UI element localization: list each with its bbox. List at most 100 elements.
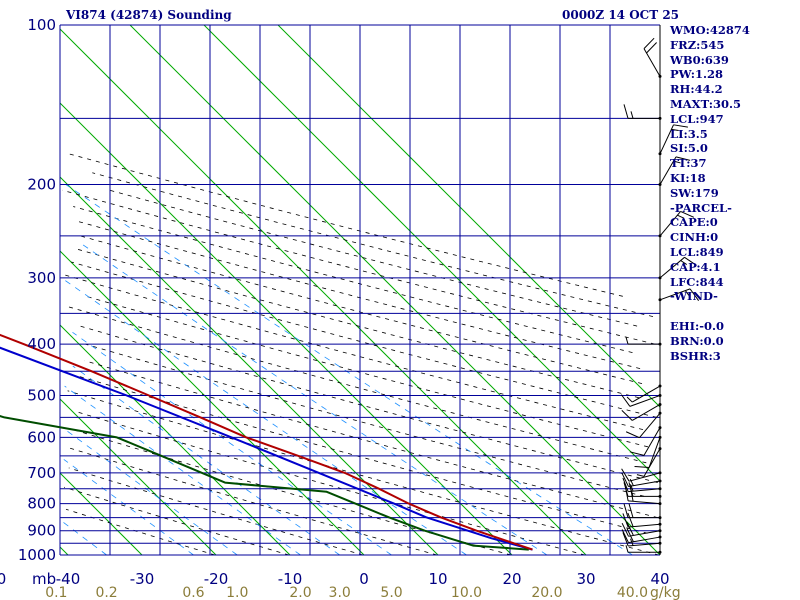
temperature-tick-label: 10 (428, 570, 447, 588)
isotherm-line (59, 472, 143, 556)
wind-barb (620, 393, 662, 407)
wind-barb (621, 468, 662, 482)
wind-barb-feather (634, 465, 650, 468)
wind-barb-staff (643, 427, 661, 456)
chart-title: VI874 (42874) Sounding (66, 8, 232, 22)
wind-barb-root (658, 234, 662, 238)
wind-barb-feather (623, 482, 629, 497)
wind-barb-root (658, 471, 662, 475)
wind-barb-root (658, 298, 662, 302)
mixing-ratio-line (64, 385, 301, 556)
sounding-index-item: SI:5.0 (670, 141, 708, 156)
wind-barb-feather (630, 111, 634, 119)
dry-adiabat-line (65, 446, 438, 556)
wind-barb-staff (659, 211, 681, 237)
sounding-index-item: MAXT:30.5 (670, 96, 741, 111)
wind-barb-root (658, 516, 662, 520)
wind-barb-feather (643, 37, 655, 49)
wind-barb (622, 477, 662, 493)
sounding-index-item: LI:3.5 (670, 126, 708, 141)
sounding-index-item: CAP:4.1 (670, 259, 721, 274)
wind-barb-root (658, 276, 662, 280)
pressure-tick-label: 100 (27, 16, 56, 34)
wind-barb-feather (626, 522, 634, 536)
wind-barb-staff (648, 437, 661, 468)
pressure-tick-label: 300 (27, 269, 56, 287)
dry-adiabat-line (80, 235, 643, 384)
wind-barb-root (658, 116, 662, 120)
pressure-tick-label: 900 (27, 522, 56, 540)
wind-barb-feather (625, 336, 629, 345)
wind-barb-feather (622, 532, 629, 547)
mixing-ratio-line (65, 184, 633, 556)
dry-adiabat-line (71, 261, 657, 418)
wind-barb-root (658, 529, 662, 533)
isotherm-line (59, 546, 69, 556)
wind-barb (658, 210, 695, 238)
mixing-ratio-unit: g/kg (650, 585, 681, 600)
wind-barb (623, 482, 662, 498)
wind-barb-feather (673, 124, 688, 128)
pressure-tick-label: 800 (27, 495, 56, 513)
wind-barb-root (658, 479, 662, 483)
temperature-tick-label: 20 (502, 570, 521, 588)
wind-barbs (620, 25, 700, 555)
wind-barb-feather (684, 256, 697, 266)
wind-barb (621, 402, 662, 421)
wind-barb-root (658, 494, 662, 498)
temperature-tick-label: -50 (0, 570, 6, 588)
wind-barb-feather (620, 394, 631, 407)
sounding-index-item: KI:18 (670, 170, 706, 185)
dry-adiabat-line (109, 189, 638, 327)
sounding-index-item (670, 304, 750, 319)
mixing-ratio-line (63, 459, 194, 556)
wind-barb (629, 426, 662, 456)
wind-barb-root (658, 342, 662, 346)
wind-barb-feather (621, 473, 629, 487)
wind-barb (622, 512, 662, 528)
wind-barb-feather (646, 42, 657, 54)
wind-barb-staff (628, 480, 661, 488)
wind-barb-staff (632, 385, 661, 403)
isotherm-line (59, 398, 217, 556)
sounding-index-item: WMO:42874 (670, 23, 750, 37)
mixing-ratio-label: 20.0 (531, 585, 562, 600)
pressure-tick-label: 1000 (18, 546, 56, 564)
sounding-index-item: EHI:-0.0 (670, 318, 725, 333)
wind-barb-staff (659, 288, 691, 301)
sounding-index-item: TT:37 (670, 156, 707, 171)
sounding-index-item: LCL:947 (670, 111, 724, 126)
wind-barb-feather (622, 477, 629, 492)
mixing-ratio-line (72, 331, 392, 556)
wind-barb-root (658, 487, 662, 491)
wind-barb (658, 288, 700, 302)
wind-barb-staff (632, 404, 661, 421)
dry-adiabat-line (68, 153, 623, 297)
sounding-index-item: BSHR:3 (670, 348, 721, 363)
dry-adiabat-line (63, 486, 290, 556)
isotherm-line (59, 102, 513, 556)
pressure-tick-label: 400 (27, 335, 56, 353)
wind-barb-feather (626, 528, 634, 542)
wind-barb (658, 156, 691, 187)
dry-adiabat-line (92, 172, 654, 317)
wind-barb-feather (629, 478, 634, 486)
wind-barb-staff (628, 500, 661, 505)
isotherm-line (203, 24, 661, 482)
wind-barb-feather (621, 468, 630, 482)
wind-barb (621, 473, 662, 488)
isotherm-line (59, 250, 365, 556)
temperature-tick-label: -30 (130, 570, 155, 588)
sounding-index-item: FRZ:545 (670, 37, 725, 52)
wind-barb-root (658, 183, 662, 187)
wind-barb-root (658, 447, 662, 451)
mixing-ratio-label: 2.0 (289, 585, 311, 600)
mixing-ratio-line (82, 244, 548, 556)
wind-barb-feather (628, 503, 634, 518)
mixing-ratio-label: 3.0 (329, 585, 351, 600)
temperature-tick-label: 30 (576, 570, 595, 588)
sounding-profiles (0, 333, 533, 551)
sounding-indices-panel: WMO:42874 FRZ:545 WB0:639 PW:1.28 RH:44.2 MAX… (670, 23, 750, 363)
isotherm-line (129, 24, 661, 556)
